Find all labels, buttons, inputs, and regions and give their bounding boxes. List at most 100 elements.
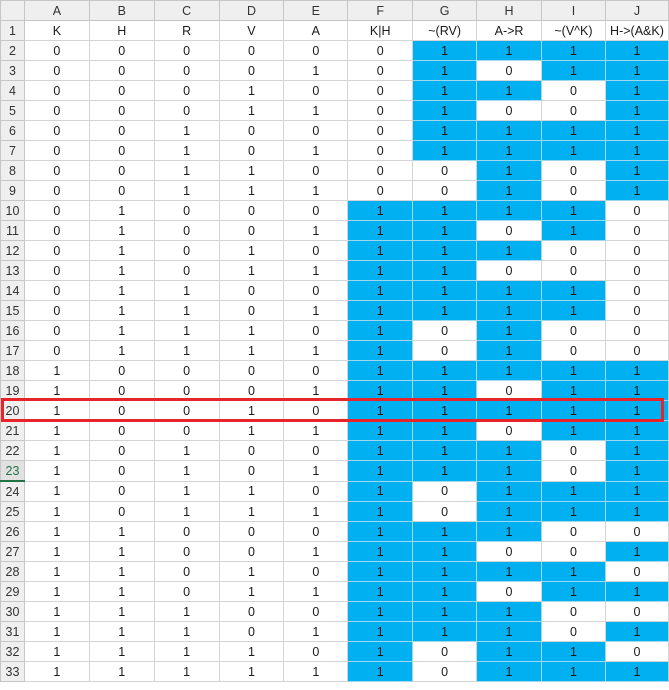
cell-f14[interactable]: 1 — [347, 280, 414, 301]
cell-e16[interactable]: 0 — [283, 320, 349, 341]
cell-b4[interactable]: 0 — [88, 80, 155, 101]
cell-i24[interactable]: 1 — [540, 480, 606, 502]
cell-f28[interactable]: 1 — [347, 561, 414, 582]
cell-b17[interactable]: 1 — [88, 340, 155, 361]
cell-b9[interactable]: 0 — [88, 180, 155, 201]
cell-j7[interactable]: 1 — [604, 140, 669, 161]
cell-f10[interactable]: 1 — [347, 200, 414, 221]
cell-a29[interactable]: 1 — [23, 581, 90, 602]
cell-b3[interactable]: 0 — [88, 60, 155, 81]
cell-e15[interactable]: 1 — [283, 300, 349, 321]
cell-g8[interactable]: 0 — [412, 160, 478, 181]
cell-a1[interactable]: K — [23, 20, 90, 41]
cell-a33[interactable]: 1 — [23, 661, 90, 682]
row-header-4[interactable]: 4 — [0, 80, 25, 101]
cell-b18[interactable]: 0 — [88, 360, 155, 381]
cell-d13[interactable]: 1 — [218, 260, 285, 281]
cell-c26[interactable]: 0 — [153, 521, 220, 542]
cell-a3[interactable]: 0 — [23, 60, 90, 81]
cell-b19[interactable]: 0 — [88, 380, 155, 401]
cell-j5[interactable]: 1 — [604, 100, 669, 121]
cell-g13[interactable]: 1 — [412, 260, 478, 281]
cell-b7[interactable]: 0 — [88, 140, 155, 161]
cell-h3[interactable]: 0 — [476, 60, 542, 81]
cell-e27[interactable]: 1 — [283, 541, 349, 562]
cell-b16[interactable]: 1 — [88, 320, 155, 341]
cell-h26[interactable]: 1 — [476, 521, 542, 542]
row-header-27[interactable]: 27 — [0, 541, 25, 562]
cell-a11[interactable]: 0 — [23, 220, 90, 241]
column-header-e[interactable]: E — [283, 0, 349, 21]
cell-d28[interactable]: 1 — [218, 561, 285, 582]
select-all-corner[interactable] — [0, 0, 25, 21]
cell-f22[interactable]: 1 — [347, 440, 414, 461]
cell-c25[interactable]: 1 — [153, 501, 220, 522]
cell-j16[interactable]: 0 — [604, 320, 669, 341]
cell-g32[interactable]: 0 — [412, 641, 478, 662]
cell-j17[interactable]: 0 — [604, 340, 669, 361]
cell-h20[interactable]: 1 — [476, 400, 542, 421]
cell-h12[interactable]: 1 — [476, 240, 542, 261]
cell-c28[interactable]: 0 — [153, 561, 220, 582]
cell-a2[interactable]: 0 — [23, 40, 90, 61]
cell-g25[interactable]: 0 — [412, 501, 478, 522]
cell-i9[interactable]: 0 — [540, 180, 606, 201]
cell-e4[interactable]: 0 — [283, 80, 349, 101]
cell-f18[interactable]: 1 — [347, 360, 414, 381]
cell-b31[interactable]: 1 — [88, 621, 155, 642]
cell-d29[interactable]: 1 — [218, 581, 285, 602]
cell-c18[interactable]: 0 — [153, 360, 220, 381]
cell-a8[interactable]: 0 — [23, 160, 90, 181]
cell-a23[interactable]: 1 — [23, 460, 90, 482]
cell-b6[interactable]: 0 — [88, 120, 155, 141]
cell-e6[interactable]: 0 — [283, 120, 349, 141]
cell-e5[interactable]: 1 — [283, 100, 349, 121]
cell-h11[interactable]: 0 — [476, 220, 542, 241]
cell-h15[interactable]: 1 — [476, 300, 542, 321]
cell-i28[interactable]: 1 — [540, 561, 606, 582]
cell-e19[interactable]: 1 — [283, 380, 349, 401]
cell-c17[interactable]: 1 — [153, 340, 220, 361]
cell-f31[interactable]: 1 — [347, 621, 414, 642]
cell-g4[interactable]: 1 — [412, 80, 478, 101]
cell-f24[interactable]: 1 — [347, 480, 414, 502]
cell-d4[interactable]: 1 — [218, 80, 285, 101]
cell-g10[interactable]: 1 — [412, 200, 478, 221]
cell-e28[interactable]: 0 — [283, 561, 349, 582]
cell-f13[interactable]: 1 — [347, 260, 414, 281]
cell-a20[interactable]: 1 — [23, 400, 90, 421]
cell-f16[interactable]: 1 — [347, 320, 414, 341]
cell-e17[interactable]: 1 — [283, 340, 349, 361]
cell-h22[interactable]: 1 — [476, 440, 542, 461]
cell-h30[interactable]: 1 — [476, 601, 542, 622]
cell-c24[interactable]: 1 — [153, 480, 220, 502]
cell-g16[interactable]: 0 — [412, 320, 478, 341]
column-header-h[interactable]: H — [476, 0, 542, 21]
row-header-29[interactable]: 29 — [0, 581, 25, 602]
cell-d14[interactable]: 0 — [218, 280, 285, 301]
cell-i16[interactable]: 0 — [540, 320, 606, 341]
cell-f15[interactable]: 1 — [347, 300, 414, 321]
cell-i15[interactable]: 1 — [540, 300, 606, 321]
cell-h16[interactable]: 1 — [476, 320, 542, 341]
cell-a15[interactable]: 0 — [23, 300, 90, 321]
cell-g12[interactable]: 1 — [412, 240, 478, 261]
row-header-28[interactable]: 28 — [0, 561, 25, 582]
cell-e26[interactable]: 0 — [283, 521, 349, 542]
cell-j19[interactable]: 1 — [604, 380, 669, 401]
cell-b23[interactable]: 0 — [88, 460, 155, 482]
cell-g9[interactable]: 0 — [412, 180, 478, 201]
cell-a30[interactable]: 1 — [23, 601, 90, 622]
row-header-21[interactable]: 21 — [0, 420, 25, 441]
cell-b10[interactable]: 1 — [88, 200, 155, 221]
cell-g14[interactable]: 1 — [412, 280, 478, 301]
cell-b2[interactable]: 0 — [88, 40, 155, 61]
cell-c20[interactable]: 0 — [153, 400, 220, 421]
cell-d21[interactable]: 1 — [218, 420, 285, 441]
cell-d33[interactable]: 1 — [218, 661, 285, 682]
cell-g2[interactable]: 1 — [412, 40, 478, 61]
cell-g1[interactable]: ~(RV) — [412, 20, 478, 41]
cell-i6[interactable]: 1 — [540, 120, 606, 141]
cell-e23[interactable]: 1 — [283, 460, 349, 482]
cell-h1[interactable]: A->R — [476, 20, 542, 41]
